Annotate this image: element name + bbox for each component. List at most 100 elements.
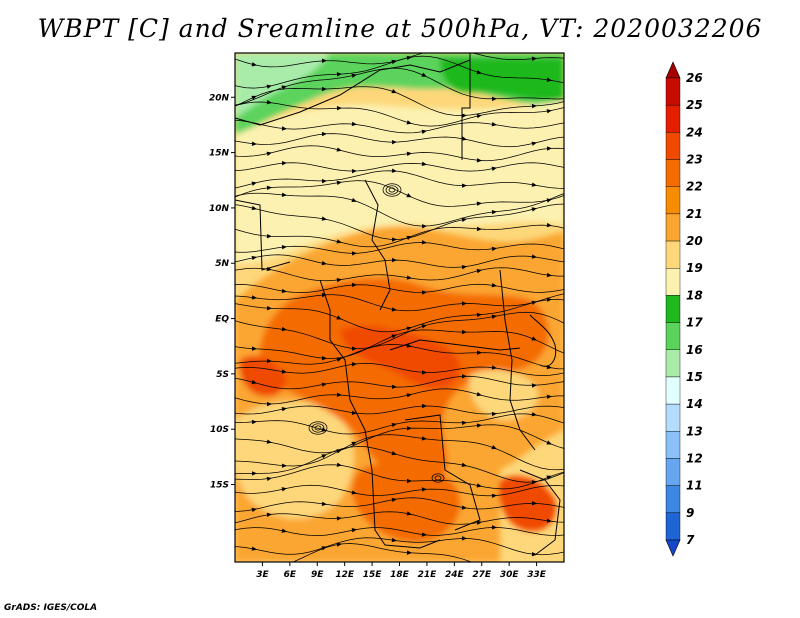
streamline-arrow: [491, 96, 497, 102]
streamline-arrow: [531, 254, 537, 259]
lat-tick-label: 5N: [215, 259, 229, 269]
streamline-arrow: [406, 151, 412, 157]
streamline-arrow: [251, 346, 257, 351]
lon-tick-label: 12E: [335, 570, 355, 580]
streamline: [235, 86, 564, 116]
streamline-arrow: [476, 423, 482, 428]
streamline-arrow: [351, 197, 357, 202]
colorbar-label: 13: [686, 424, 703, 438]
streamline-arrow: [461, 136, 467, 141]
streamline: [235, 511, 564, 525]
streamline-eddy: [314, 425, 322, 431]
streamline-arrow: [531, 141, 537, 146]
streamline-arrow: [336, 315, 342, 320]
streamline-arrow: [406, 235, 412, 241]
streamline-arrow: [251, 471, 257, 476]
colorbar-label: 25: [686, 98, 703, 112]
streamline-arrow: [461, 374, 467, 379]
streamline-arrow: [461, 113, 467, 118]
streamline-arrow: [546, 109, 552, 114]
streamline-arrow: [336, 516, 342, 521]
streamline-arrow: [406, 393, 412, 398]
streamline-arrow: [546, 475, 552, 480]
colorbar-swatch: [665, 268, 681, 296]
streamline-arrow: [491, 122, 497, 127]
streamline-arrow: [266, 151, 272, 156]
colorbar-label: 21: [686, 207, 703, 221]
streamline-arrow: [491, 209, 497, 215]
colorbar-label: 14: [686, 397, 703, 411]
streamline-arrow: [281, 160, 287, 166]
streamline-arrow: [407, 478, 412, 484]
streamline-arrow: [476, 392, 482, 397]
streamline-eddy: [308, 421, 328, 435]
streamline-arrow: [421, 532, 427, 537]
streamline-arrow: [266, 476, 272, 482]
streamline-arrow: [406, 55, 412, 61]
streamline-arrow: [281, 244, 287, 250]
streamline-arrow: [266, 401, 272, 407]
streamline-arrow: [281, 326, 287, 332]
field-southwest-pale: [235, 401, 354, 519]
streamline-arrow: [406, 275, 412, 280]
streamline-arrow: [531, 383, 537, 388]
streamline: [235, 375, 564, 390]
streamline-arrow: [251, 379, 257, 385]
colorbar-swatch: [665, 159, 681, 187]
colorbar-swatch: [665, 431, 681, 459]
streamline-arrow: [461, 420, 467, 426]
streamline-arrow: [281, 369, 287, 374]
streamlines: [235, 53, 564, 562]
streamline-arrow: [406, 511, 412, 516]
streamline-arrow: [251, 181, 257, 186]
streamline-arrow: [336, 392, 342, 397]
streamline-arrow: [461, 462, 467, 467]
colorbar: 26 25 24 23 22 21 20 19 18 17 16 15 14 13 12 11 9 7: [665, 61, 703, 557]
field-west-deep: [239, 355, 286, 397]
streamline: [235, 224, 564, 248]
streamline-arrow: [351, 362, 357, 367]
streamline-arrow: [391, 168, 397, 173]
colorbar-label: 16: [686, 343, 703, 357]
lat-tick-label: 15S: [210, 481, 229, 491]
streamline-arrow: [321, 501, 327, 506]
streamline-arrow: [351, 346, 357, 351]
streamline-arrow: [251, 205, 257, 211]
streamline-arrow: [406, 343, 412, 348]
streamline-arrow: [321, 454, 327, 459]
streamline: [235, 446, 564, 483]
streamline-arrow: [391, 537, 397, 543]
lat-tick-label: 10S: [210, 425, 229, 435]
colorbar-swatch: [665, 240, 681, 269]
colorbar-label: 9: [686, 506, 694, 520]
streamline-arrow: [406, 193, 412, 198]
streamline-arrow: [531, 207, 537, 212]
streamline-arrow: [351, 410, 357, 415]
lon-tick-label: 30E: [500, 570, 520, 580]
streamline-arrow: [281, 126, 287, 131]
streamline-arrow: [421, 224, 427, 229]
lat-tick-label: 15N: [209, 149, 230, 159]
streamline-arrow: [251, 141, 257, 146]
streamline-arrow: [391, 307, 397, 312]
streamline-arrow: [266, 233, 272, 239]
colorbar-label: 24: [686, 125, 703, 139]
border-line: [519, 469, 561, 556]
colorbar-cap-bottom: [665, 539, 681, 557]
colorbar-label: 22: [686, 180, 703, 194]
streamline-arrow: [321, 216, 327, 221]
streamline-eddy: [385, 185, 399, 195]
streamline-arrow: [321, 382, 327, 387]
streamline: [235, 55, 564, 89]
streamline-arrow: [421, 161, 427, 167]
streamline-arrow: [421, 72, 427, 77]
chart-title: WBPT [C] and Sreamline at 500hPa, VT: 20…: [37, 14, 763, 43]
streamline-arrow: [336, 277, 342, 283]
streamline-arrow: [546, 518, 552, 523]
streamline-arrow: [546, 272, 552, 278]
colorbar-swatch: [665, 403, 681, 432]
colorbar-label: 7: [686, 533, 695, 547]
lon-tick-label: 6E: [284, 570, 297, 580]
streamline-arrow: [251, 546, 257, 551]
streamline-arrow: [391, 422, 397, 428]
